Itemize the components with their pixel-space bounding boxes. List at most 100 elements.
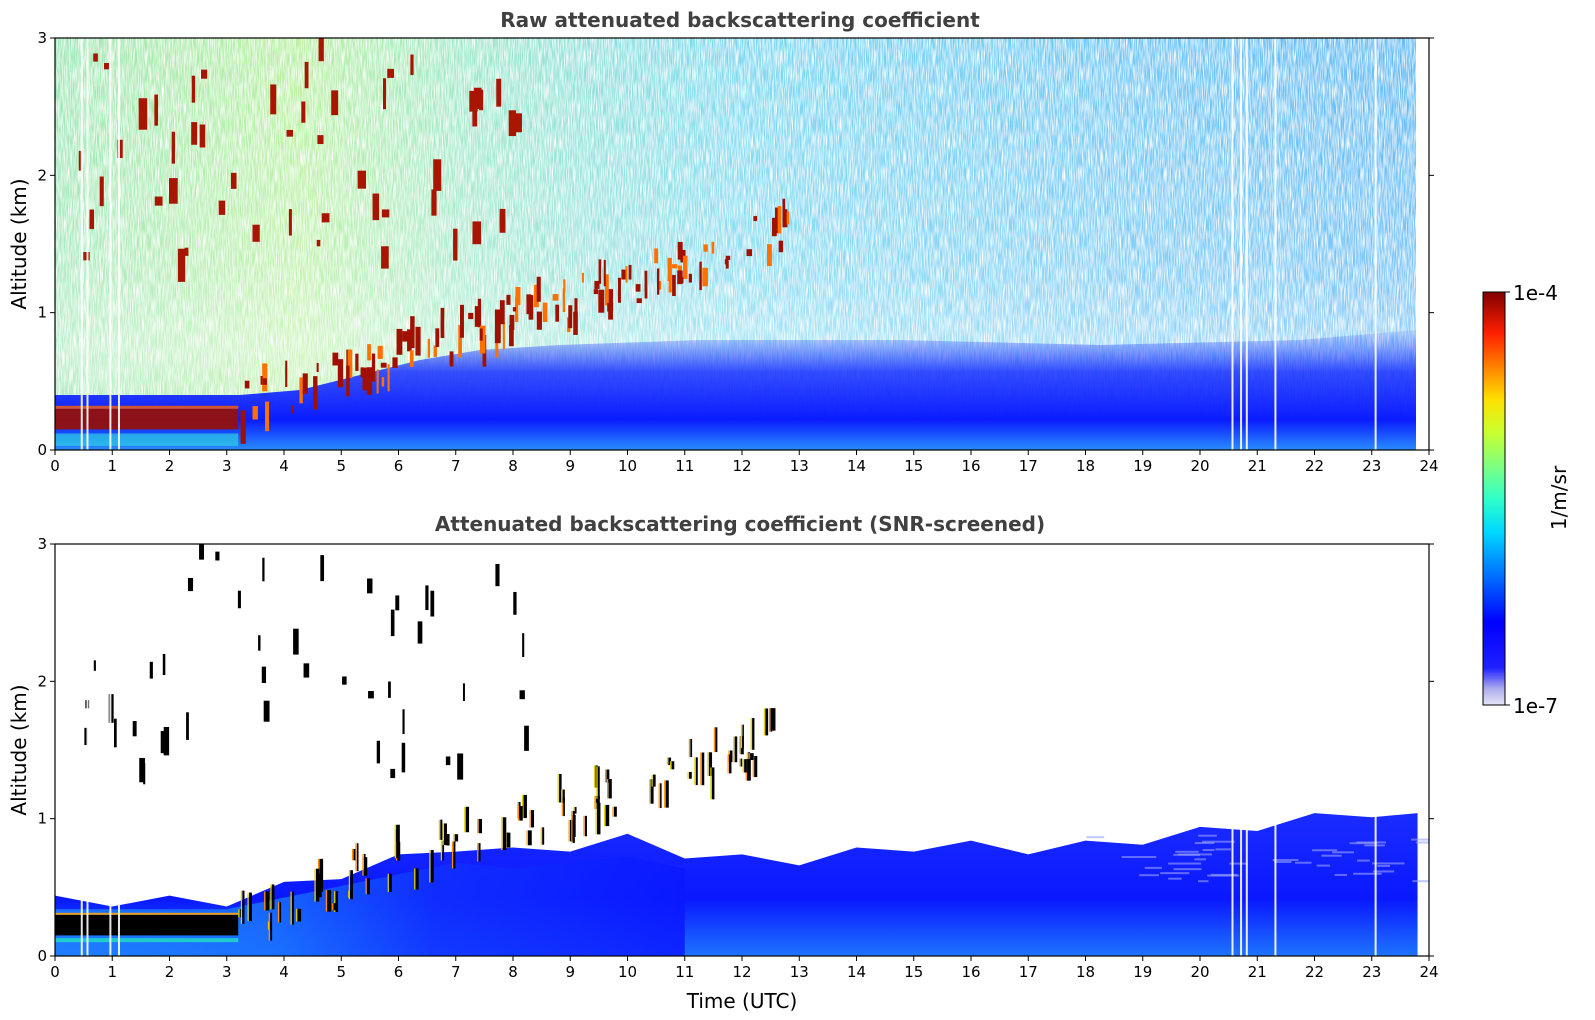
bottom-axes: 0 1 2 3 4 5 6 7 8 9 10 11 12 13 14 15 16 17 18 19 20 21 22 23 24…	[37, 535, 1438, 981]
colorbar: 1e-4 1e-7 1/m/sr	[1482, 281, 1571, 718]
cloud-speck	[568, 305, 573, 329]
cloud-streak	[453, 841, 456, 869]
cloud-streak-edge	[270, 884, 272, 910]
cloud-streak-edge	[595, 802, 597, 835]
cloud-speck	[725, 255, 731, 260]
x-tick-label: 24	[1419, 457, 1438, 475]
upper-cloud-speck	[433, 159, 442, 191]
top-panel: Raw attenuated backscattering coefficien…	[7, 8, 1439, 475]
x-tick-label: 8	[508, 457, 518, 475]
cloud-speck	[299, 377, 303, 404]
x-tick-label: 0	[50, 963, 60, 981]
cloud-speck	[628, 264, 632, 280]
x-tick-label: 2	[165, 457, 175, 475]
upper-cloud-streak	[262, 557, 265, 582]
upper-cloud-speck	[318, 38, 324, 62]
cloud-speck	[460, 304, 464, 338]
cloud-streak-edge	[290, 891, 292, 925]
cloud-speck	[656, 268, 660, 295]
cloud-speck	[515, 296, 519, 322]
x-tick-label: 20	[1190, 457, 1209, 475]
cloud-streak-edge	[351, 848, 354, 861]
aerosol-wisp	[1353, 872, 1382, 875]
x-tick-label: 10	[618, 457, 637, 475]
x-tick-label: 17	[1019, 963, 1038, 981]
x-tick-label: 9	[565, 457, 575, 475]
cloud-streak-edge	[606, 779, 609, 799]
cloud-streak-edge	[348, 870, 350, 900]
data-gap	[1274, 38, 1277, 450]
cloud-speck	[767, 244, 772, 267]
cloud-speck	[658, 281, 662, 290]
cloud-streak-edge	[387, 873, 389, 892]
upper-cloud-streak	[162, 653, 166, 676]
cloud-speck	[402, 331, 409, 342]
x-tick-label: 20	[1190, 963, 1209, 981]
cloud-speck	[598, 259, 602, 284]
upper-cloud-speck	[177, 248, 186, 282]
cloud-streak	[650, 779, 654, 804]
cloud-streak-edge	[332, 903, 334, 911]
cloud-streak	[771, 708, 776, 731]
upper-cloud-streak	[522, 633, 525, 657]
upper-cloud-speck	[191, 75, 196, 103]
cloud-speck	[362, 367, 367, 391]
cloud-speck	[782, 198, 786, 228]
cloud-speck	[682, 255, 688, 279]
upper-cloud-speck	[252, 224, 260, 242]
cloud-speck	[479, 325, 486, 354]
upper-cloud-speck	[117, 139, 123, 159]
x-tick-label: 14	[847, 457, 866, 475]
upper-cloud-streak	[367, 578, 373, 594]
cloud-streak-edge	[700, 752, 702, 786]
aerosol-wisp	[1274, 860, 1292, 863]
aerosol-wisp	[1194, 858, 1207, 861]
cloud-streak-edge	[365, 878, 367, 895]
cloud-streak	[335, 891, 339, 913]
upper-cloud-speck	[331, 90, 339, 116]
cloud-speck	[291, 405, 294, 414]
y-tick-label: 3	[37, 535, 47, 553]
cloud-speck	[536, 276, 541, 302]
y-tick-label: 0	[37, 441, 47, 459]
data-gap	[1240, 38, 1243, 450]
upper-cloud-streak	[199, 544, 204, 560]
upper-cloud-speck	[230, 172, 237, 189]
cloud-streak-edge	[453, 834, 455, 842]
upper-cloud-speck	[304, 61, 309, 89]
upper-cloud-speck	[201, 69, 208, 79]
cloud-streak	[366, 878, 371, 895]
upper-cloud-streak	[215, 551, 220, 561]
bottom-xlabel: Time (UTC)	[686, 989, 798, 1013]
cloud-speck	[786, 211, 790, 225]
cloud-streak	[444, 823, 447, 845]
cloud-streak	[690, 738, 693, 758]
cloud-streak-edge	[727, 754, 729, 774]
upper-cloud-speck	[78, 150, 83, 171]
cloud-streak-edge	[768, 708, 771, 732]
cloud-streak	[562, 789, 565, 803]
cloud-streak-edge	[594, 795, 596, 809]
cloud-speck	[562, 288, 566, 312]
upper-cloud-streak	[320, 555, 325, 582]
aerosol-wisp	[1121, 856, 1157, 859]
cloud-streak-edge	[664, 780, 666, 808]
cloud-speck	[594, 280, 600, 289]
cloud-streak	[465, 806, 470, 833]
x-tick-label: 4	[279, 963, 289, 981]
cloud-streak	[327, 890, 332, 912]
cloud-streak-edge	[568, 819, 570, 842]
cloud-streak	[740, 736, 744, 755]
x-tick-label: 16	[961, 457, 980, 475]
aerosol-wisp	[1372, 870, 1395, 873]
cloud-speck	[387, 364, 390, 392]
x-tick-label: 11	[675, 457, 694, 475]
top-axes: 0 1 2 3 4 5 6 7 8 9 10 11 12 13 14 15 16 17 18 19 20 21 22 23 24…	[37, 29, 1438, 475]
cloud-streak-edge	[240, 890, 243, 924]
cloud-streak	[734, 736, 738, 763]
no-data-region	[1417, 38, 1429, 450]
y-tick-label: 1	[37, 304, 47, 322]
upper-cloud-speck	[431, 189, 437, 216]
cloud-streak	[527, 830, 532, 846]
cloud-streak-edge	[464, 806, 466, 833]
